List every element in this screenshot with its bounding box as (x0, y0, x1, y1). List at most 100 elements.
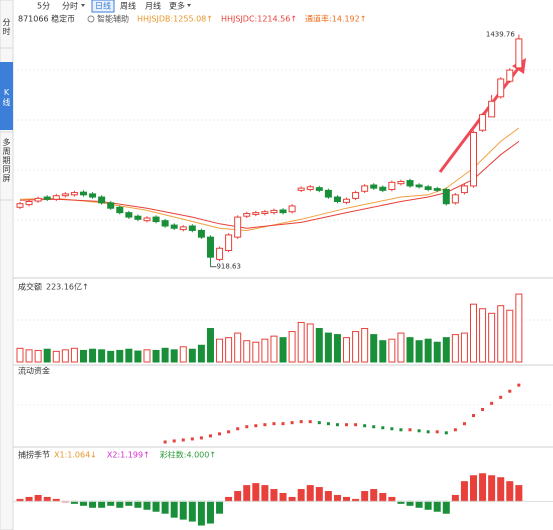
candle-body (306, 186, 314, 190)
toolbar-tab[interactable]: 周线 (120, 1, 136, 11)
candle-body (506, 69, 514, 82)
volume-bar (34, 349, 42, 363)
flow-dot (462, 422, 466, 426)
volume-bar (451, 334, 459, 363)
candle-body (343, 198, 351, 203)
volume-bar (61, 349, 69, 363)
candle-body (288, 205, 296, 213)
volume-bar (179, 346, 187, 363)
volume-bar (370, 334, 378, 363)
candle-body (243, 213, 251, 217)
signal-bar (324, 491, 332, 502)
toolbar-tab[interactable]: 分时 (62, 1, 78, 11)
volume-bar (261, 338, 269, 363)
toolbar-tab[interactable]: 日线 (95, 1, 111, 11)
signal-bar (515, 485, 523, 502)
toolbar-tab[interactable]: 月线 (145, 1, 161, 11)
candle-body (89, 193, 97, 198)
volume-bar (297, 321, 305, 363)
candle-body (388, 181, 396, 190)
flow-dot (218, 432, 222, 436)
candle-body (197, 229, 205, 238)
candle-body (152, 216, 160, 223)
volume-bar (506, 309, 514, 363)
panel-value: 223.16亿↑ (46, 282, 89, 292)
volume-bar (424, 338, 432, 363)
candle-body (497, 78, 505, 98)
candle-body (433, 188, 441, 191)
candle-body (43, 196, 51, 200)
volume-bar (170, 349, 178, 363)
sidebar-tab[interactable]: 分时 (2, 18, 11, 36)
signal-bar (388, 496, 396, 502)
volume-bar (379, 340, 387, 363)
sidebar-active-tab (0, 62, 13, 130)
candle-body (315, 187, 323, 191)
signal-bar (116, 500, 124, 508)
candle-body (442, 188, 450, 205)
flow-dot (426, 430, 430, 434)
flow-dot (517, 383, 521, 387)
signal-bar (406, 500, 414, 506)
volume-bar (216, 338, 224, 363)
signal-bar (343, 496, 351, 502)
flow-dot (390, 427, 394, 431)
flow-dot (472, 414, 475, 418)
flow-dot (435, 430, 439, 434)
toolbar-tab[interactable]: 5分 (37, 2, 50, 11)
signal-bar (297, 489, 305, 502)
low-label: 918.63 (216, 263, 241, 271)
volume-bar (116, 349, 124, 363)
signal-bar (179, 500, 187, 520)
candle-body (16, 203, 24, 208)
flow-dot (208, 434, 212, 438)
volume-bar (388, 338, 396, 363)
candle-body (270, 209, 278, 214)
volume-bar (152, 349, 160, 363)
signal-bar (279, 492, 287, 502)
candle-body (460, 185, 468, 194)
high-label: 1439.76 (486, 31, 515, 39)
sidebar-tab[interactable]: 多周期同屏 (2, 137, 11, 183)
volume-bar (25, 349, 33, 363)
signal-bar (188, 500, 196, 522)
signal-bar (306, 485, 314, 502)
volume-bar (406, 337, 414, 363)
legend-item: X1:1.064↓ (54, 451, 97, 460)
volume-bar (343, 337, 351, 363)
candle-body (143, 217, 151, 222)
signal-bar (152, 500, 160, 512)
flow-dot (317, 421, 321, 425)
flow-dot (254, 424, 258, 428)
candle-body (188, 225, 196, 231)
signal-bar (34, 494, 42, 502)
candle-body (25, 201, 33, 206)
candle-body (352, 192, 360, 199)
toolbar-tab[interactable]: 更多 (169, 1, 185, 11)
candle-body (98, 196, 106, 204)
legend-item: 彩柱数:4.000↑ (160, 450, 216, 460)
candle-body (79, 191, 87, 196)
candle-body (107, 202, 115, 209)
signal-bar (43, 496, 51, 502)
assist-icon[interactable] (87, 15, 95, 23)
flow-dot (290, 421, 294, 425)
volume-bar (52, 350, 60, 363)
signal-bar (379, 492, 387, 502)
flow-dot (163, 440, 167, 444)
volume-bar (234, 332, 242, 363)
volume-bar (107, 350, 115, 363)
volume-bar (98, 349, 106, 363)
candle-body (179, 226, 187, 231)
volume-bar (488, 312, 496, 363)
candle-body (470, 131, 477, 187)
header-indicator: 智能辅助 (97, 14, 129, 24)
flow-dot (417, 429, 421, 433)
flow-dot (381, 426, 385, 430)
sidebar-tab[interactable]: K线 (2, 88, 11, 107)
signal-bar (143, 500, 151, 510)
candle-body (324, 189, 332, 198)
signal-bar (234, 491, 242, 502)
candle-body (225, 234, 233, 251)
